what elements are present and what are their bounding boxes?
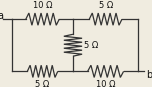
Text: a: a [0, 11, 3, 21]
Text: 5 Ω: 5 Ω [35, 80, 50, 87]
Text: b: b [146, 70, 152, 80]
Text: 5 Ω: 5 Ω [84, 41, 98, 50]
Text: 10 Ω: 10 Ω [96, 80, 115, 87]
Text: 5 Ω: 5 Ω [98, 1, 113, 10]
Text: 10 Ω: 10 Ω [33, 1, 52, 10]
